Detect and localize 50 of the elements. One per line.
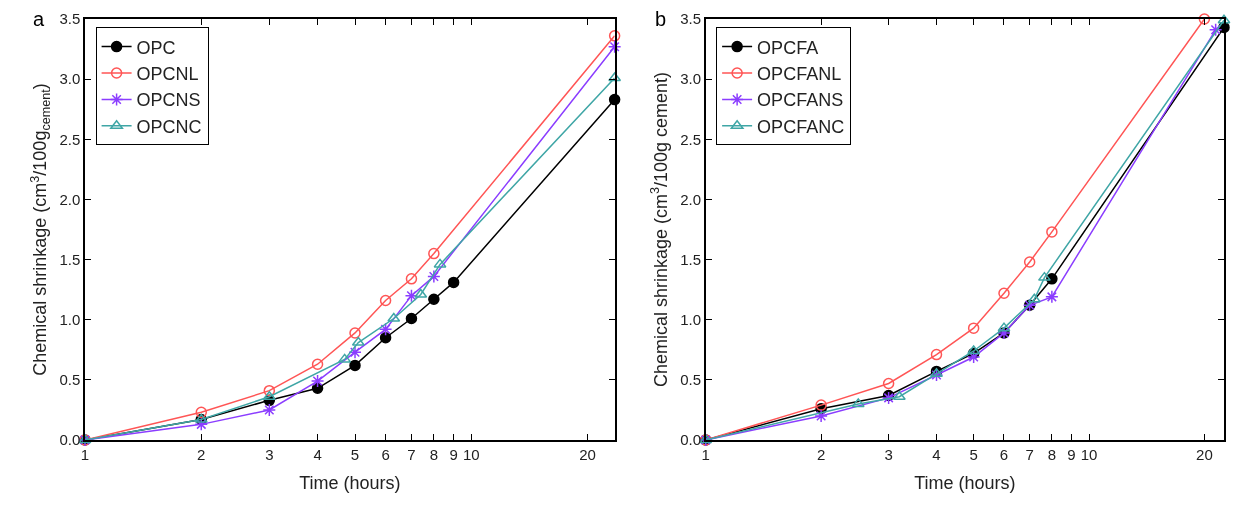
y-tick-label: 1.0: [59, 310, 81, 328]
y-tick-label: 2.5: [59, 130, 81, 148]
y-tick-label: 1.0: [680, 310, 702, 328]
x-tick-label: 9: [449, 445, 458, 463]
legend-label: OPCFANS: [757, 90, 844, 111]
y-tick-label: 3.0: [680, 70, 702, 88]
x-tick-label: 4: [313, 445, 322, 463]
y-tick-label: 2.5: [680, 130, 702, 148]
x-tick-label: 4: [932, 445, 941, 463]
x-tick-label: 6: [381, 445, 390, 463]
x-tick-label: 20: [579, 445, 596, 463]
x-tick-label: 10: [1080, 445, 1098, 463]
y-tick-label: 1.5: [680, 250, 702, 268]
x-tick-label: 6: [999, 445, 1009, 463]
y-tick-label: 2.0: [59, 190, 81, 208]
legend-label: OPCFA: [757, 37, 819, 58]
chart-title: b: [655, 8, 667, 30]
x-tick-label: 5: [350, 445, 360, 463]
legend-label: OPCFANL: [757, 64, 842, 85]
x-tick-label: 2: [197, 445, 206, 463]
x-axis-title: Time (hours): [299, 473, 401, 494]
x-tick-label: 5: [969, 445, 978, 463]
x-tick-label: 1: [80, 445, 90, 463]
y-tick-label: 2.0: [680, 190, 702, 208]
x-tick-label: 3: [265, 445, 274, 463]
legend-label: OPC: [136, 37, 176, 58]
x-tick-label: 10: [462, 445, 480, 463]
x-tick-label: 1: [701, 445, 710, 463]
x-tick-label: 20: [1196, 445, 1213, 463]
legend-label: OPCNL: [136, 64, 199, 85]
x-tick-label: 8: [429, 445, 439, 463]
y-tick-label: 0.5: [680, 371, 702, 389]
x-tick-label: 7: [407, 445, 416, 463]
y-tick-label: 3.5: [59, 10, 81, 28]
legend-label: OPCNC: [136, 116, 202, 137]
y-tick-label: 1.5: [59, 250, 81, 268]
legend-label: OPCFANC: [757, 116, 845, 137]
x-tick-label: 9: [1067, 445, 1076, 463]
x-tick-label: 7: [1025, 445, 1034, 463]
y-tick-label: 0.5: [59, 371, 81, 389]
chart-title: a: [33, 8, 45, 30]
y-tick-label: 3.0: [59, 70, 81, 88]
y-tick-label: 0.0: [59, 431, 81, 449]
y-tick-label: 3.5: [680, 10, 702, 28]
legend-label: OPCNS: [136, 90, 201, 111]
x-tick-label: 3: [884, 445, 893, 463]
x-axis-title: Time (hours): [914, 473, 1016, 494]
x-tick-label: 8: [1047, 445, 1057, 463]
y-tick-label: 0.0: [680, 431, 702, 449]
x-tick-label: 2: [816, 445, 826, 463]
